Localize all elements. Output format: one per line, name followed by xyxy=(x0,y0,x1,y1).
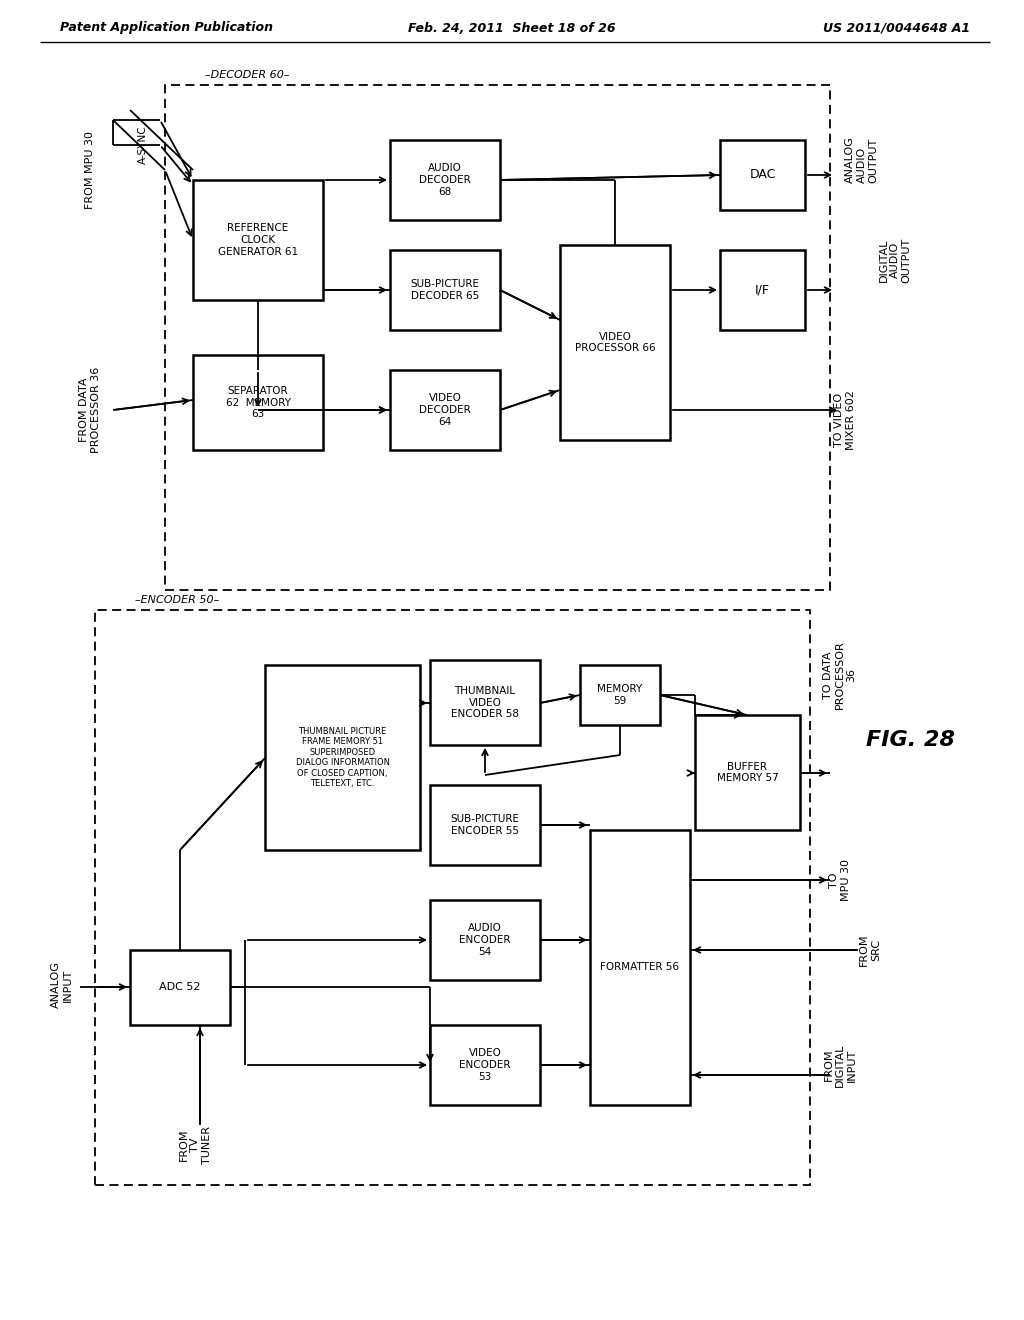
Text: AUDIO
ENCODER
54: AUDIO ENCODER 54 xyxy=(459,924,511,957)
Text: FROM
DIGITAL
INPUT: FROM DIGITAL INPUT xyxy=(823,1043,857,1086)
Text: FORMATTER 56: FORMATTER 56 xyxy=(600,962,680,973)
Bar xyxy=(390,249,500,330)
Bar xyxy=(193,180,323,300)
Text: SUB-PICTURE
DECODER 65: SUB-PICTURE DECODER 65 xyxy=(411,280,479,301)
Bar xyxy=(430,1026,540,1105)
Bar xyxy=(165,84,830,590)
Text: SEPARATOR
62  MEMORY
63: SEPARATOR 62 MEMORY 63 xyxy=(225,385,291,420)
Bar xyxy=(430,900,540,979)
Text: MEMORY
59: MEMORY 59 xyxy=(597,684,643,706)
Text: I/F: I/F xyxy=(755,284,770,297)
Bar xyxy=(390,370,500,450)
Text: VIDEO
DECODER
64: VIDEO DECODER 64 xyxy=(419,393,471,426)
Text: TO VIDEO
MIXER 602: TO VIDEO MIXER 602 xyxy=(835,391,856,450)
Bar xyxy=(590,830,690,1105)
Text: FROM
TV
TUNER: FROM TV TUNER xyxy=(178,1126,212,1164)
Text: THUMBNAIL
VIDEO
ENCODER 58: THUMBNAIL VIDEO ENCODER 58 xyxy=(451,686,519,719)
Text: SUB-PICTURE
ENCODER 55: SUB-PICTURE ENCODER 55 xyxy=(451,814,519,836)
Text: REFERENCE
CLOCK
GENERATOR 61: REFERENCE CLOCK GENERATOR 61 xyxy=(218,223,298,256)
Text: FIG. 28: FIG. 28 xyxy=(865,730,954,750)
Bar xyxy=(390,140,500,220)
Text: FROM MPU 30: FROM MPU 30 xyxy=(85,131,95,209)
Text: A-SYNC: A-SYNC xyxy=(138,125,148,164)
Text: DIGITAL
AUDIO
OUTPUT: DIGITAL AUDIO OUTPUT xyxy=(879,238,911,282)
Text: AUDIO
DECODER
68: AUDIO DECODER 68 xyxy=(419,164,471,197)
Text: VIDEO
ENCODER
53: VIDEO ENCODER 53 xyxy=(459,1048,511,1081)
Bar xyxy=(560,246,670,440)
Text: FROM
SRC: FROM SRC xyxy=(859,933,881,966)
Bar xyxy=(95,610,810,1185)
Text: –DECODER 60–: –DECODER 60– xyxy=(205,70,290,81)
Text: ADC 52: ADC 52 xyxy=(160,982,201,993)
Bar xyxy=(430,660,540,744)
Bar xyxy=(193,355,323,450)
Bar xyxy=(695,715,800,830)
Bar xyxy=(265,665,420,850)
Text: –ENCODER 50–: –ENCODER 50– xyxy=(135,595,219,605)
Text: Feb. 24, 2011  Sheet 18 of 26: Feb. 24, 2011 Sheet 18 of 26 xyxy=(409,21,615,34)
Text: THUMBNAIL PICTURE
FRAME MEMORY 51
SUPERIMPOSED
DIALOG INFORMATION
OF CLOSED CAPT: THUMBNAIL PICTURE FRAME MEMORY 51 SUPERI… xyxy=(296,727,389,788)
Text: FROM DATA
PROCESSOR 36: FROM DATA PROCESSOR 36 xyxy=(79,367,100,453)
Bar xyxy=(720,249,805,330)
Text: ANALOG
INPUT: ANALOG INPUT xyxy=(51,961,73,1008)
Text: Patent Application Publication: Patent Application Publication xyxy=(60,21,273,34)
Text: BUFFER
MEMORY 57: BUFFER MEMORY 57 xyxy=(717,762,778,783)
Text: US 2011/0044648 A1: US 2011/0044648 A1 xyxy=(823,21,970,34)
Bar xyxy=(720,140,805,210)
Text: DAC: DAC xyxy=(750,169,776,181)
Bar xyxy=(130,950,230,1026)
Text: TO
MPU 30: TO MPU 30 xyxy=(829,859,851,902)
Text: ANALOG
AUDIO
OUTPUT: ANALOG AUDIO OUTPUT xyxy=(845,136,879,183)
Bar xyxy=(430,785,540,865)
Text: VIDEO
PROCESSOR 66: VIDEO PROCESSOR 66 xyxy=(574,331,655,354)
Bar xyxy=(580,665,660,725)
Text: TO DATA
PROCESSOR
36: TO DATA PROCESSOR 36 xyxy=(823,640,857,709)
